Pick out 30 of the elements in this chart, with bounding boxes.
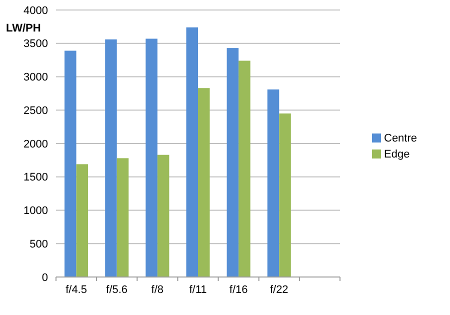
y-tick-label: 500 — [30, 238, 48, 250]
bar — [146, 38, 158, 277]
y-axis-title: LW/PH — [6, 22, 41, 34]
bar — [267, 89, 280, 277]
y-tick-label: 0 — [42, 272, 48, 284]
legend-label: Centre — [384, 132, 418, 144]
x-tick-label: f/8 — [151, 284, 164, 296]
bar — [116, 158, 129, 277]
y-tick-label: 4000 — [24, 4, 48, 17]
x-tick-label: f/11 — [189, 284, 207, 296]
y-tick-label: 1500 — [24, 172, 48, 184]
bar — [157, 154, 170, 277]
bar — [226, 48, 239, 277]
x-tick-label: f/5.6 — [106, 284, 128, 296]
bar — [186, 27, 198, 277]
x-tick-label: f/4.5 — [66, 284, 87, 296]
bar — [64, 50, 76, 277]
x-tick-label: f/16 — [229, 284, 248, 296]
y-tick-label: 2000 — [24, 138, 48, 150]
x-tick-label: f/22 — [270, 284, 288, 296]
legend-label: Edge — [384, 148, 410, 160]
bar — [279, 113, 291, 277]
bar — [198, 88, 210, 277]
y-tick-label: 1000 — [24, 205, 48, 218]
bar — [76, 164, 88, 277]
y-tick-label: 2500 — [24, 104, 48, 117]
y-tick-label: 3500 — [24, 38, 48, 50]
bar — [105, 39, 117, 277]
y-tick-label: 3000 — [24, 72, 48, 84]
bar — [238, 60, 250, 277]
